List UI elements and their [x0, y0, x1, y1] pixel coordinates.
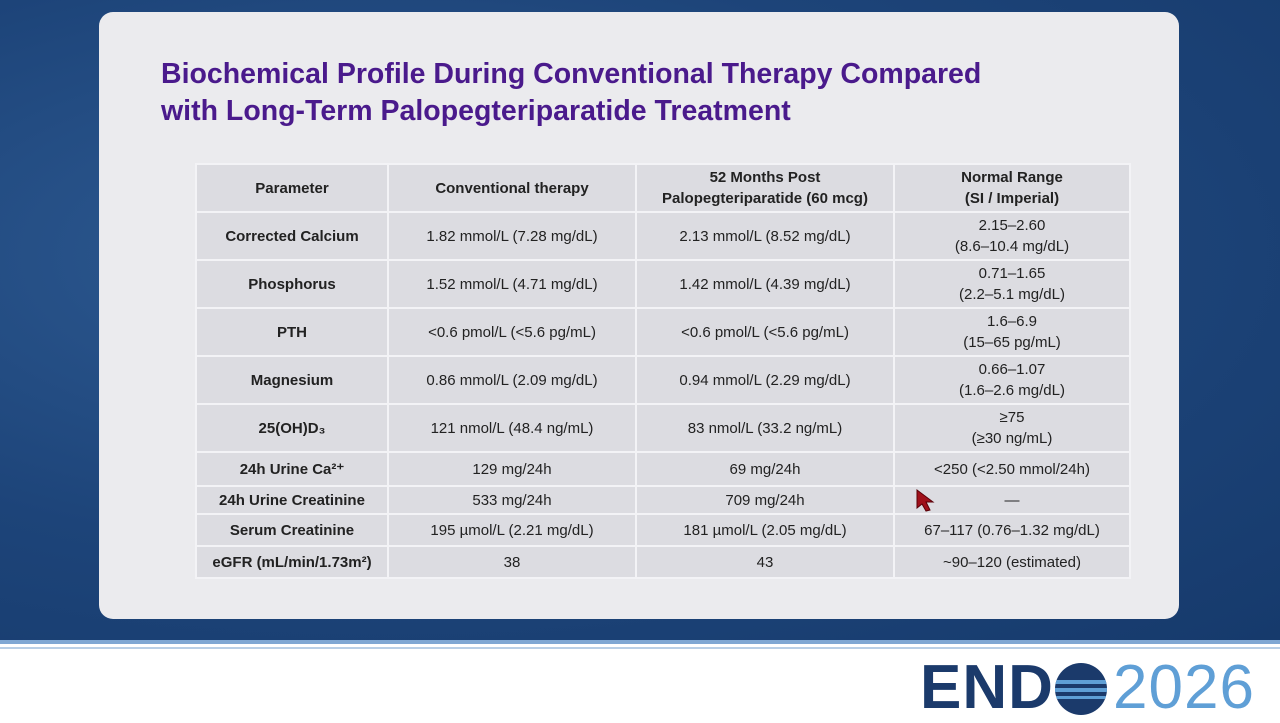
- slide-title: Biochemical Profile During Conventional …: [161, 56, 981, 130]
- column-header: Parameter: [195, 163, 389, 213]
- cell-line: 0.71–1.65: [978, 265, 1046, 282]
- divider: [0, 647, 1280, 649]
- table-cell: 0.86 mmol/L (2.09 mg/dL): [387, 355, 637, 405]
- table-row: eGFR (mL/min/1.73m²) 38 43 ~90–120 (estimat…: [195, 545, 1131, 579]
- row-label: 24h Urine Creatinine: [195, 485, 389, 515]
- table-cell: 38: [387, 545, 637, 579]
- title-line: with Long-Term Palopegteriparatide Treat…: [161, 95, 791, 127]
- table-row: Corrected Calcium 1.82 mmol/L (7.28 mg/dL…: [195, 211, 1131, 261]
- cell-line: (2.2–5.1 mg/dL): [959, 286, 1065, 303]
- cell-line: Normal Range: [961, 169, 1063, 186]
- table-cell: ≥75 (≥30 ng/mL): [893, 403, 1131, 453]
- table-row: 24h Urine Ca²⁺ 129 mg/24h 69 mg/24h <250 (<…: [195, 451, 1131, 487]
- row-label: Serum Creatinine: [195, 513, 389, 547]
- logo-text: END: [920, 653, 1054, 722]
- header-row: Parameter Conventional therapy 52 Months P…: [195, 163, 1131, 213]
- title-line: Biochemical Profile During Conventional …: [161, 58, 982, 90]
- table-cell: 195 µmol/L (2.21 mg/dL): [387, 513, 637, 547]
- cell-line: (≥30 ng/mL): [971, 430, 1053, 447]
- table-cell: 2.13 mmol/L (8.52 mg/dL): [635, 211, 895, 261]
- column-header: Conventional therapy: [387, 163, 637, 213]
- cell-line: (8.6–10.4 mg/dL): [954, 238, 1070, 255]
- cell-line: 2.15–2.60: [978, 217, 1046, 234]
- table-cell: 129 mg/24h: [387, 451, 637, 487]
- table-cell: —: [893, 485, 1131, 515]
- cell-line: ≥75: [999, 409, 1025, 426]
- cursor: [916, 489, 935, 512]
- table-row: Phosphorus 1.52 mmol/L (4.71 mg/dL) 1.42 m…: [195, 259, 1131, 309]
- table-cell: 709 mg/24h: [635, 485, 895, 515]
- table-row: Serum Creatinine 195 µmol/L (2.21 mg/dL) 1…: [195, 513, 1131, 547]
- row-label: Magnesium: [195, 355, 389, 405]
- column-header: Normal Range (SI / Imperial): [893, 163, 1131, 213]
- cell-line: Palopegteriparatide (60 mcg): [662, 190, 868, 207]
- table-cell: 1.52 mmol/L (4.71 mg/dL): [387, 259, 637, 309]
- table-cell: 2.15–2.60 (8.6–10.4 mg/dL): [893, 211, 1131, 261]
- table-cell: 0.94 mmol/L (2.29 mg/dL): [635, 355, 895, 405]
- column-header: 52 Months Post Palopegteriparatide (60 mc…: [635, 163, 895, 213]
- table-cell: 69 mg/24h: [635, 451, 895, 487]
- table-row: 24h Urine Creatinine 533 mg/24h 709 mg/24h…: [195, 485, 1131, 515]
- divider: [0, 640, 1280, 644]
- cell-line: 52 Months Post: [709, 169, 821, 186]
- table-cell: 1.6–6.9 (15–65 pg/mL): [893, 307, 1131, 357]
- cell-line: (SI / Imperial): [964, 190, 1060, 207]
- cell-line: 0.66–1.07: [978, 361, 1046, 378]
- table-cell: 1.82 mmol/L (7.28 mg/dL): [387, 211, 637, 261]
- table-row: PTH <0.6 pmol/L (<5.6 pg/mL) <0.6 pmol/L (…: [195, 307, 1131, 357]
- table-cell: 0.71–1.65 (2.2–5.1 mg/dL): [893, 259, 1131, 309]
- logo-text: 2026: [1113, 653, 1255, 722]
- table-cell: 83 nmol/L (33.2 ng/mL): [635, 403, 895, 453]
- row-label: Corrected Calcium: [195, 211, 389, 261]
- table-cell: 121 nmol/L (48.4 ng/mL): [387, 403, 637, 453]
- cell-line: (1.6–2.6 mg/dL): [959, 382, 1065, 399]
- row-label: 24h Urine Ca²⁺: [195, 451, 389, 487]
- logo-globe: [1055, 663, 1107, 715]
- data-table: Parameter Conventional therapy 52 Months P…: [195, 163, 1131, 579]
- table-cell: <0.6 pmol/L (<5.6 pg/mL): [387, 307, 637, 357]
- table-cell: ~90–120 (estimated): [893, 545, 1131, 579]
- cell-line: 1.6–6.9: [986, 313, 1038, 330]
- table-cell: <250 (<2.50 mmol/24h): [893, 451, 1131, 487]
- row-label: eGFR (mL/min/1.73m²): [195, 545, 389, 579]
- row-label: 25(OH)D₃: [195, 403, 389, 453]
- table-row: Magnesium 0.86 mmol/L (2.09 mg/dL) 0.94 mm…: [195, 355, 1131, 405]
- table-cell: 533 mg/24h: [387, 485, 637, 515]
- table-row: 25(OH)D₃ 121 nmol/L (48.4 ng/mL) 83 nmol/L…: [195, 403, 1131, 453]
- table-cell: <0.6 pmol/L (<5.6 pg/mL): [635, 307, 895, 357]
- table-cell: 1.42 mmol/L (4.39 mg/dL): [635, 259, 895, 309]
- table-cell: 0.66–1.07 (1.6–2.6 mg/dL): [893, 355, 1131, 405]
- cell-line: (15–65 pg/mL): [963, 334, 1061, 351]
- table-cell: 181 µmol/L (2.05 mg/dL): [635, 513, 895, 547]
- table-cell: 43: [635, 545, 895, 579]
- row-label: PTH: [195, 307, 389, 357]
- table-cell: 67–117 (0.76–1.32 mg/dL): [893, 513, 1131, 547]
- row-label: Phosphorus: [195, 259, 389, 309]
